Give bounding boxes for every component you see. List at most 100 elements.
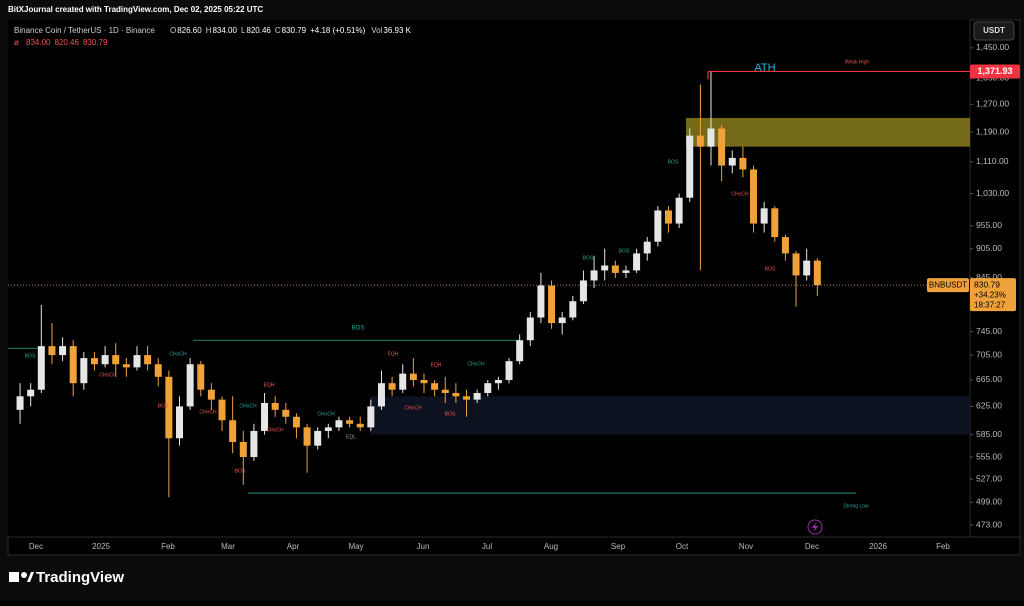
- candle-body: [484, 383, 492, 393]
- annotation: EQH: [264, 382, 275, 388]
- candle-body: [409, 373, 417, 380]
- annotation: BOS: [235, 468, 246, 474]
- plot-area: [8, 20, 970, 537]
- candle-body: [803, 260, 811, 276]
- annotation: CHoCH: [731, 191, 749, 197]
- ohlc-label: O: [170, 26, 176, 35]
- annotation: BOS: [445, 411, 456, 417]
- annotation: CHoCH: [99, 372, 117, 378]
- candle-body: [516, 340, 524, 362]
- candle-body: [611, 265, 619, 273]
- candle-body: [643, 241, 651, 254]
- candle-body: [16, 396, 24, 410]
- x-tick-label: Jul: [482, 542, 492, 551]
- indicator-symbol: ø: [14, 38, 19, 47]
- candle-body: [622, 270, 630, 273]
- candle-body: [696, 135, 704, 147]
- candle-body: [69, 346, 77, 384]
- lightning-icon[interactable]: [807, 519, 823, 535]
- annotation: CHoCH: [266, 427, 284, 433]
- time-axis: [7, 536, 1021, 556]
- x-tick-label: Dec: [29, 542, 43, 551]
- annotation: BOS: [619, 248, 630, 254]
- candle-body: [633, 253, 641, 271]
- y-tick-label: 555.00: [976, 451, 1002, 461]
- annotation: ATH: [754, 62, 775, 74]
- candle-body: [133, 355, 141, 368]
- candle-body: [718, 128, 726, 166]
- candle-body: [771, 208, 779, 238]
- ohlc: O 826.60 H 834.00 L 820.46 C 830.79 +4.18 (+0.51…: [170, 26, 412, 35]
- candle-body: [292, 416, 300, 428]
- y-tick-label: 665.00: [976, 374, 1002, 384]
- logo: [9, 572, 34, 582]
- candle-body: [494, 379, 502, 384]
- ath-tag: [970, 64, 1020, 79]
- candle-body: [590, 270, 598, 281]
- y-tick-label: 625.00: [976, 401, 1002, 411]
- supply-zone: [686, 117, 970, 147]
- candle-body: [59, 346, 67, 356]
- indicator-value: 820.46: [54, 38, 79, 47]
- candle-body: [176, 406, 184, 439]
- volume-label: Vol: [371, 26, 382, 35]
- y-tick-label: 1,030.00: [976, 188, 1009, 198]
- candle-body: [282, 409, 290, 417]
- candle-body: [367, 406, 375, 428]
- candle-body: [792, 253, 800, 276]
- candle-body: [314, 430, 322, 446]
- annotation: EQL: [346, 434, 356, 440]
- candle-body: [250, 430, 258, 458]
- y-tick-label: 845.00: [976, 272, 1002, 282]
- y-tick-label: 1,270.00: [976, 99, 1009, 109]
- currency[interactable]: USDT: [983, 26, 1005, 35]
- candle-body: [781, 237, 789, 254]
- candle-body: [399, 373, 407, 390]
- ohlc-value: 834.00: [212, 26, 237, 35]
- candle-body: [452, 392, 460, 397]
- candle-body: [37, 346, 45, 390]
- candle-body: [707, 128, 715, 147]
- candle-body: [48, 346, 56, 356]
- last-change-label: +34.23%: [974, 290, 1006, 299]
- candle-body: [112, 355, 120, 365]
- countdown-label: 18:37:27: [974, 300, 1006, 309]
- x-tick-label: Feb: [936, 542, 950, 551]
- annotation: BOS: [25, 353, 36, 359]
- y-tick-label: 1,190.00: [976, 126, 1009, 136]
- indicator-value: 834.00: [26, 38, 51, 47]
- candle-body: [271, 403, 279, 410]
- currency-button[interactable]: [973, 21, 1015, 41]
- candle-body: [80, 358, 88, 384]
- ohlc-value: 826.60: [177, 26, 202, 35]
- candle-body: [165, 376, 173, 439]
- annotation: Strong Low: [843, 503, 869, 509]
- y-tick-label: 1,110.00: [976, 156, 1009, 166]
- candle-body: [154, 364, 162, 377]
- candle-body: [261, 403, 269, 431]
- candle-body: [144, 355, 152, 365]
- candle-body: [664, 210, 672, 224]
- lightning-icon-bolt: [812, 522, 818, 532]
- candle-body: [505, 361, 513, 380]
- ohlc-value: 830.79: [282, 26, 307, 35]
- candle-body: [813, 260, 821, 286]
- candle-body: [675, 197, 683, 224]
- indicator: 834.00 820.46 830.79: [26, 38, 108, 47]
- x-tick-label: Nov: [739, 542, 753, 551]
- x-tick-label: Aug: [544, 542, 558, 551]
- x-tick-label: Oct: [676, 542, 689, 551]
- annotation: Weak High: [845, 59, 870, 65]
- y-tick-label: 745.00: [976, 326, 1002, 336]
- ohlc-label: L: [241, 26, 246, 35]
- candle-body: [537, 285, 545, 318]
- candle-body: [229, 420, 237, 442]
- demand-zone: [370, 396, 970, 435]
- ath-tag-label: 1,371.93: [977, 66, 1012, 76]
- candle-body: [558, 317, 566, 324]
- change: +4.18 (+0.51%): [310, 26, 365, 35]
- y-tick-label: 905.00: [976, 243, 1002, 253]
- x-tick-label: Jun: [417, 542, 430, 551]
